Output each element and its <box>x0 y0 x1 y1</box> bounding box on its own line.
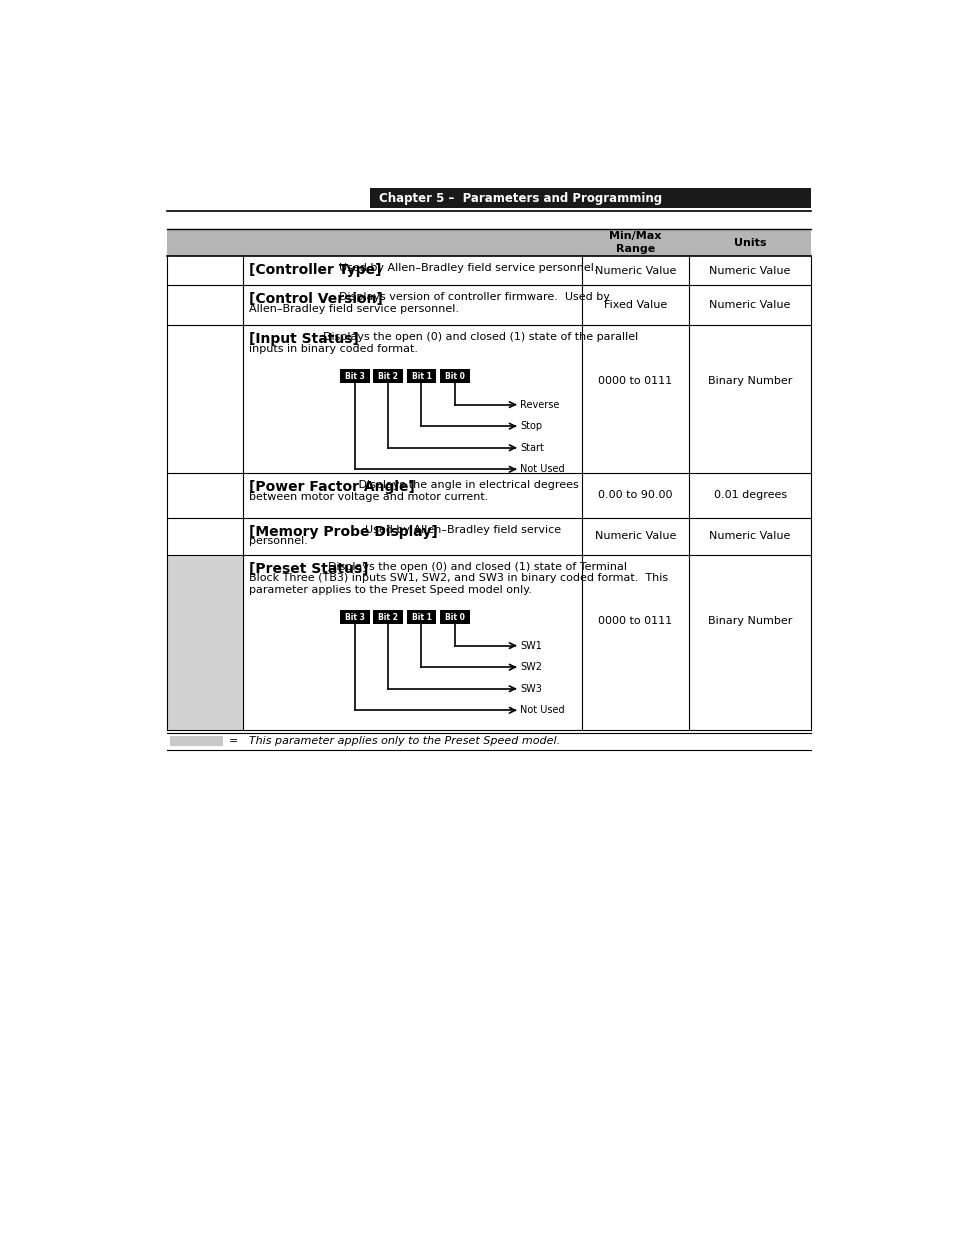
Text: Units: Units <box>733 237 765 247</box>
Text: [Control Version]: [Control Version] <box>249 293 383 306</box>
Text: Binary Number: Binary Number <box>707 616 791 626</box>
Text: [Memory Probe Display]: [Memory Probe Display] <box>249 525 437 538</box>
Text: Binary Number: Binary Number <box>707 377 791 387</box>
Text: Fixed Value: Fixed Value <box>603 300 666 310</box>
Bar <box>439 369 469 383</box>
Bar <box>340 610 369 624</box>
Text: Numeric Value: Numeric Value <box>594 266 676 275</box>
Text: Numeric Value: Numeric Value <box>709 531 790 541</box>
Text: Displays version of controller firmware.  Used by: Displays version of controller firmware.… <box>338 293 609 303</box>
Text: Start: Start <box>519 442 543 453</box>
Bar <box>171 736 223 746</box>
Text: Used by Allen–Bradley field service personnel.: Used by Allen–Bradley field service pers… <box>338 263 597 273</box>
Text: Bit 0: Bit 0 <box>444 372 464 380</box>
Text: Min/Max
Range: Min/Max Range <box>609 231 660 254</box>
Text: Bit 0: Bit 0 <box>444 613 464 621</box>
Text: [Power Factor Angle]: [Power Factor Angle] <box>249 480 415 494</box>
Text: between motor voltage and motor current.: between motor voltage and motor current. <box>249 492 488 501</box>
Text: SW2: SW2 <box>519 662 541 672</box>
Bar <box>439 610 469 624</box>
Bar <box>369 188 810 209</box>
Text: parameter applies to the Preset Speed model only.: parameter applies to the Preset Speed mo… <box>249 585 532 595</box>
Text: Used by Allen–Bradley field service: Used by Allen–Bradley field service <box>365 525 561 535</box>
Text: Displays the angle in electrical degrees: Displays the angle in electrical degrees <box>355 480 578 490</box>
Text: personnel.: personnel. <box>249 536 308 546</box>
Text: inputs in binary coded format.: inputs in binary coded format. <box>249 343 418 353</box>
Bar <box>340 369 369 383</box>
Text: Not Used: Not Used <box>519 705 564 715</box>
Text: 0000 to 0111: 0000 to 0111 <box>598 377 672 387</box>
Bar <box>167 555 243 730</box>
Text: =   This parameter applies only to the Preset Speed model.: = This parameter applies only to the Pre… <box>229 736 559 746</box>
Bar <box>406 369 436 383</box>
Text: Bit 3: Bit 3 <box>345 613 364 621</box>
Text: Numeric Value: Numeric Value <box>709 300 790 310</box>
Text: Bit 3: Bit 3 <box>345 372 364 380</box>
Text: Bit 1: Bit 1 <box>411 613 431 621</box>
Text: Not Used: Not Used <box>519 464 564 474</box>
Text: Displays the open (0) and closed (1) state of Terminal: Displays the open (0) and closed (1) sta… <box>328 562 627 572</box>
Text: Numeric Value: Numeric Value <box>709 266 790 275</box>
Text: [Preset Status]: [Preset Status] <box>249 562 369 576</box>
Text: [Controller Type]: [Controller Type] <box>249 263 381 277</box>
Text: Bit 2: Bit 2 <box>377 613 397 621</box>
Text: SW1: SW1 <box>519 641 541 651</box>
Text: [Input Status]: [Input Status] <box>249 332 359 346</box>
Bar <box>167 228 810 256</box>
Text: SW3: SW3 <box>519 684 541 694</box>
Text: Reverse: Reverse <box>519 400 558 410</box>
Text: Bit 1: Bit 1 <box>411 372 431 380</box>
Bar <box>373 369 402 383</box>
Text: Block Three (TB3) inputs SW1, SW2, and SW3 in binary coded format.  This: Block Three (TB3) inputs SW1, SW2, and S… <box>249 573 668 583</box>
Text: Displays the open (0) and closed (1) state of the parallel: Displays the open (0) and closed (1) sta… <box>323 332 638 342</box>
Text: Numeric Value: Numeric Value <box>594 531 676 541</box>
Bar <box>406 610 436 624</box>
Text: Bit 2: Bit 2 <box>377 372 397 380</box>
Bar <box>373 610 402 624</box>
Text: 0.01 degrees: 0.01 degrees <box>713 490 786 500</box>
Text: 0.00 to 90.00: 0.00 to 90.00 <box>598 490 672 500</box>
Text: Chapter 5 –  Parameters and Programming: Chapter 5 – Parameters and Programming <box>378 191 661 205</box>
Text: Stop: Stop <box>519 421 541 431</box>
Text: Allen–Bradley field service personnel.: Allen–Bradley field service personnel. <box>249 304 459 314</box>
Text: 0000 to 0111: 0000 to 0111 <box>598 616 672 626</box>
